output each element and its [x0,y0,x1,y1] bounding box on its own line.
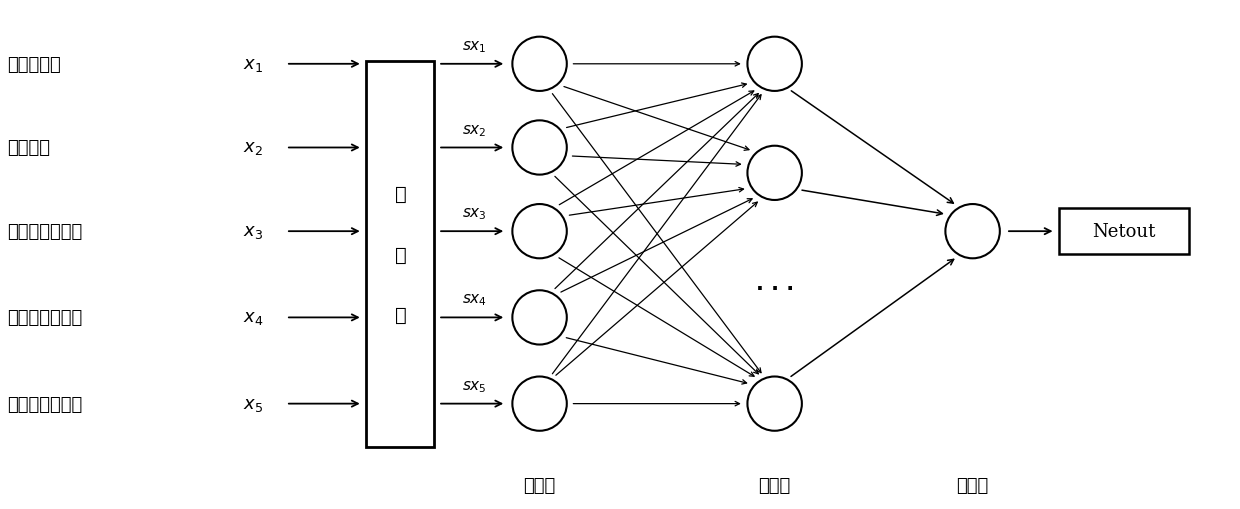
Text: 反应温度，: 反应温度， [7,55,61,74]
Text: 钴催化剂浓度，: 钴催化剂浓度， [7,223,83,241]
Ellipse shape [512,291,567,345]
Text: 输出层: 输出层 [956,476,988,494]
Text: $\it{x_{1}}$: $\it{x_{1}}$ [243,55,263,74]
Text: $\it{sx_{5}}$: $\it{sx_{5}}$ [461,378,486,394]
Text: $\it{sx_{2}}$: $\it{sx_{2}}$ [461,123,486,138]
Text: 输入层: 输入层 [523,476,556,494]
Text: $\it{x_{2}}$: $\it{x_{2}}$ [243,139,263,157]
Bar [366,62,434,447]
Text: 一: 一 [394,245,407,264]
Ellipse shape [748,377,802,431]
Text: $\it{x_{3}}$: $\it{x_{3}}$ [243,223,263,241]
Ellipse shape [512,205,567,259]
Text: $\it{sx_{4}}$: $\it{sx_{4}}$ [461,292,487,308]
Bar [1059,209,1189,254]
Text: 锰催化剂浓度，: 锰催化剂浓度， [7,309,83,327]
Text: $\it{x_{4}}$: $\it{x_{4}}$ [243,309,263,327]
Ellipse shape [512,121,567,175]
Text: 隐含层: 隐含层 [759,476,791,494]
Text: $\it{sx_{3}}$: $\it{sx_{3}}$ [461,206,486,222]
Text: Netout: Netout [1092,223,1156,241]
Ellipse shape [512,377,567,431]
Text: 溶剂比，: 溶剂比， [7,139,51,157]
Text: · · ·: · · · [755,279,794,299]
Ellipse shape [748,147,802,201]
Text: $\it{x_{5}}$: $\it{x_{5}}$ [243,395,263,413]
Text: 化: 化 [394,306,407,325]
Text: 溴促进剂浓度，: 溴促进剂浓度， [7,395,83,413]
Text: 归: 归 [394,184,407,203]
Ellipse shape [945,205,999,259]
Text: $\it{sx_{1}}$: $\it{sx_{1}}$ [461,39,486,55]
Ellipse shape [748,38,802,92]
Ellipse shape [512,38,567,92]
